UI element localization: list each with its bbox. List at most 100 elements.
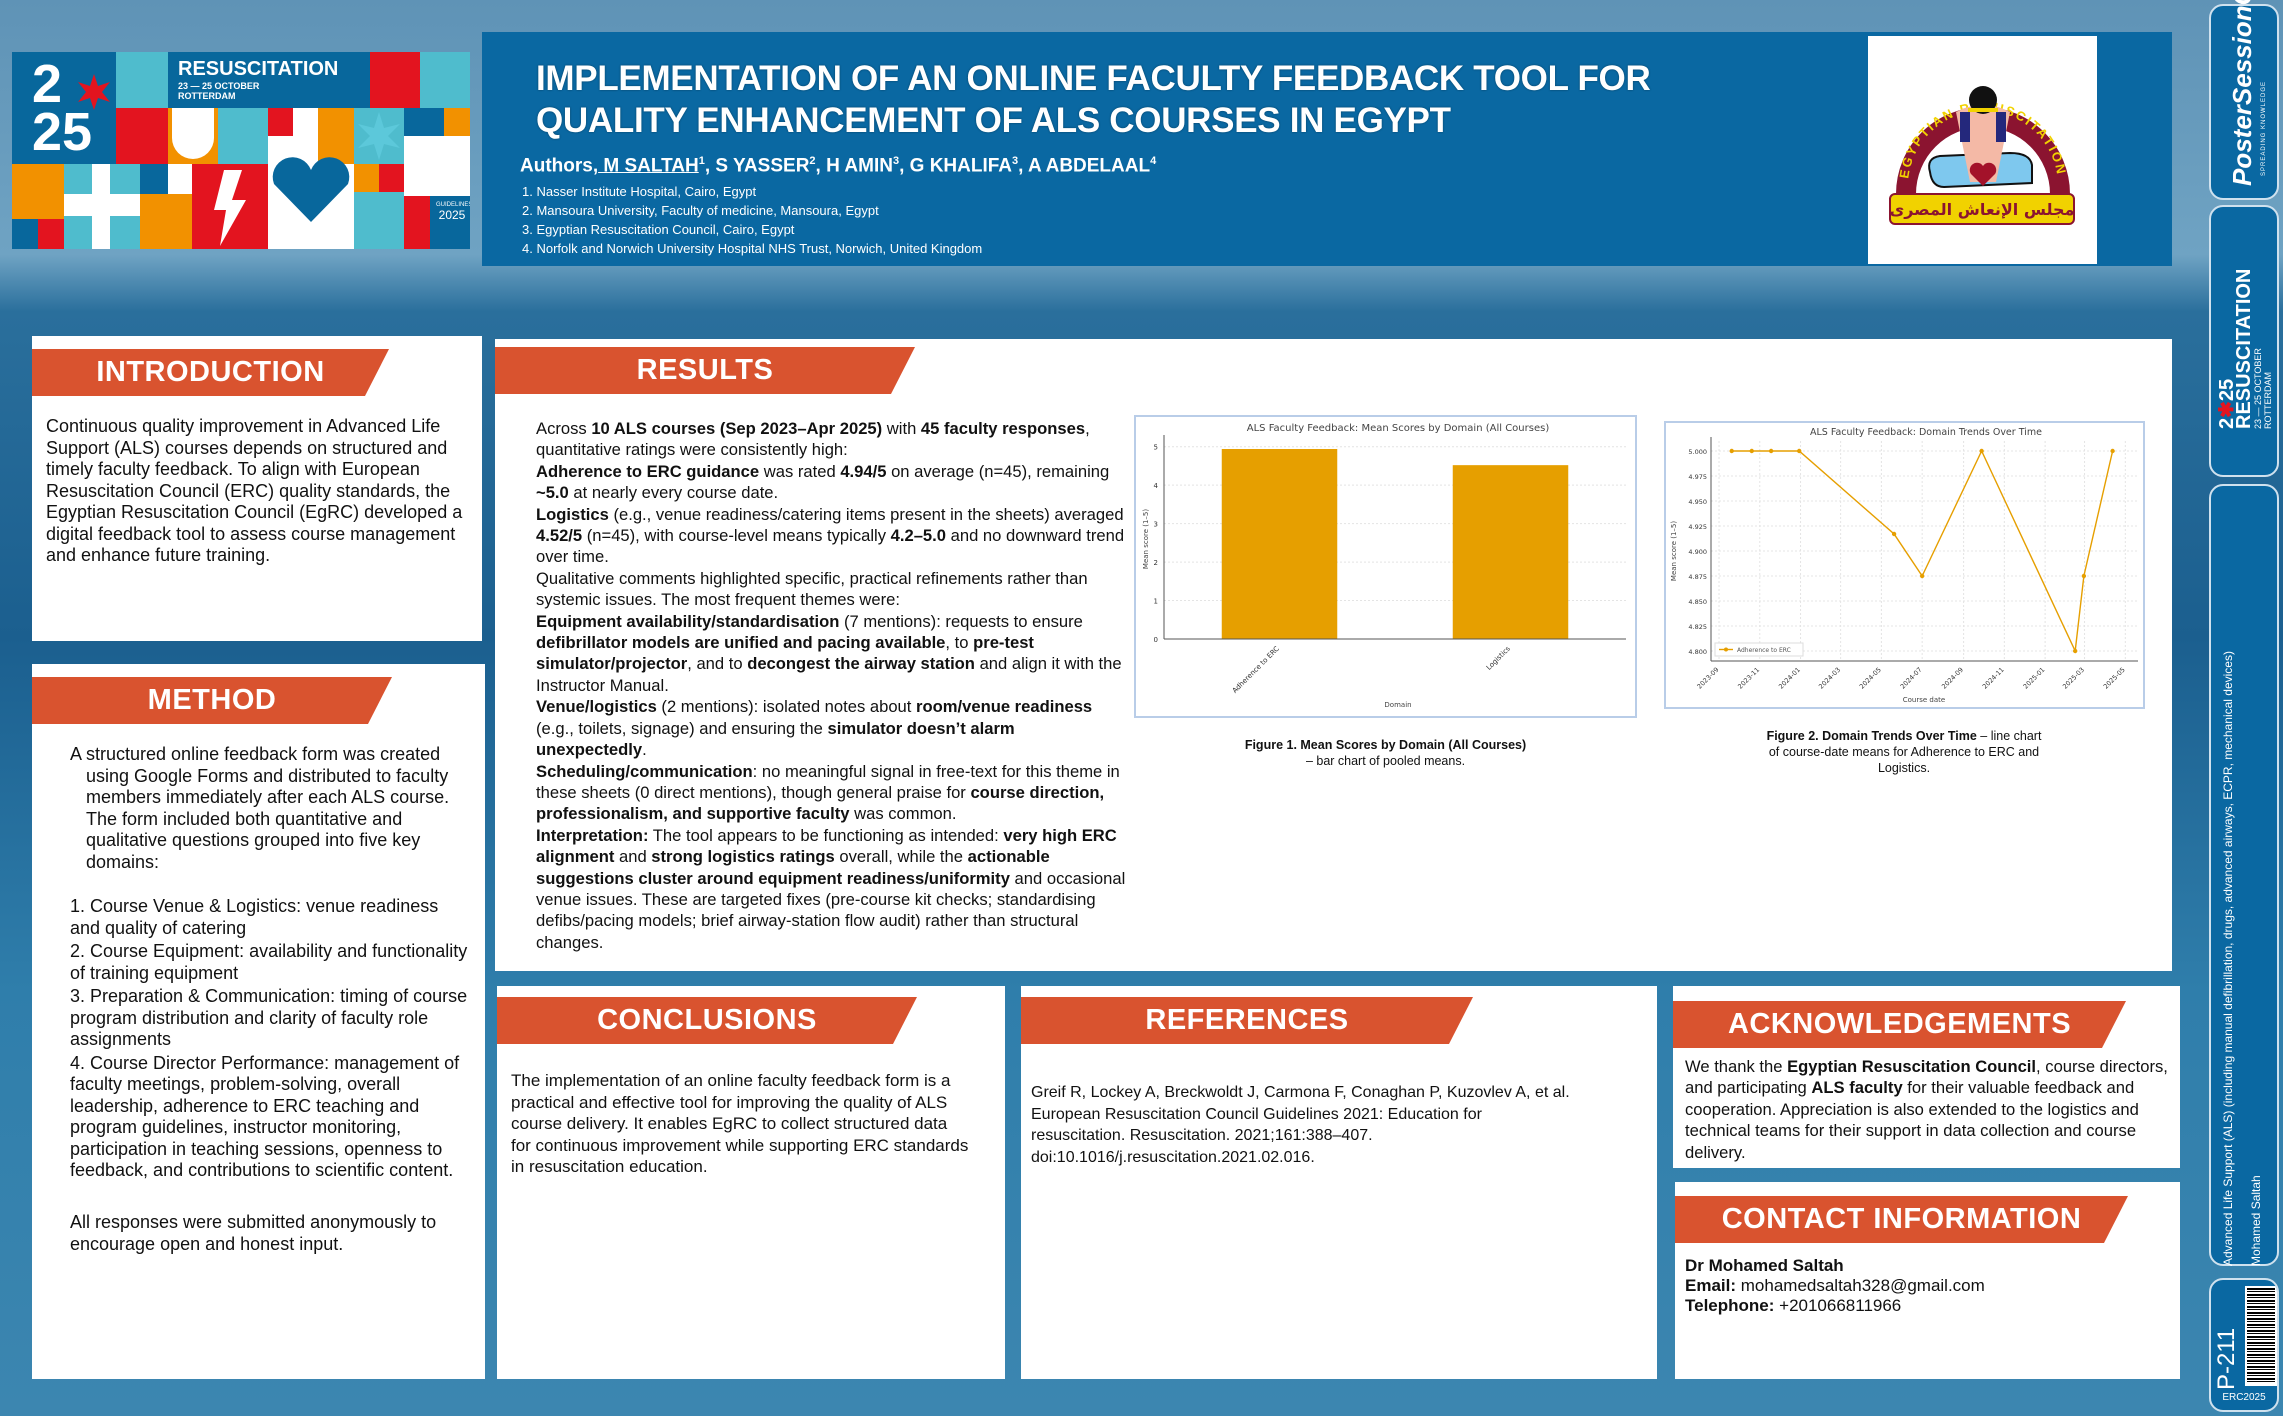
congress-label: ERC2025: [2222, 1392, 2266, 1403]
barcode-icon: [2245, 1286, 2277, 1386]
x-tick-label: 2024-01: [1777, 666, 1802, 691]
bold-text: Interpretation:: [536, 825, 649, 845]
x-tick-label: 2025-05: [2102, 666, 2127, 691]
bold-text: Logistics: [536, 504, 609, 524]
data-point: [1891, 531, 1897, 537]
conclusions-text: The implementation of an online faculty …: [511, 1071, 969, 1176]
bold-text: very high ERC alignment: [536, 825, 1117, 867]
banner-event: RESUSCITATION: [178, 58, 339, 80]
bar: [1452, 465, 1569, 639]
banner-city: ROTTERDAM: [178, 91, 236, 101]
author-name: , G KHALIFA: [899, 155, 1013, 177]
bold-text: 4.94/5: [840, 461, 887, 481]
pso-tagline: SPREADING KNOWLEDGE: [2261, 80, 2267, 176]
x-tick-label: 2023-11: [1736, 666, 1761, 691]
bold-text: actionable suggestions cluster around eq…: [536, 847, 1050, 888]
bold-text: Egyptian Resuscitation Council: [1787, 1057, 2037, 1076]
text-run: , quantitative ratings were consistently…: [536, 419, 1090, 460]
poster-author: Mohamed Saltah: [2249, 1175, 2263, 1266]
contact-name: Dr Mohamed Saltah: [1685, 1256, 1844, 1275]
x-tick-label: 2024-05: [1858, 666, 1883, 691]
conclusions-heading: CONCLUSIONS: [497, 997, 917, 1044]
telephone-label: Telephone:: [1685, 1296, 1775, 1315]
logo-arabic-text: مجلس الإنعاش المصرى: [1890, 200, 2075, 219]
poster-topic: Advanced Life Support (ALS) (including m…: [2221, 651, 2235, 1266]
figure-2-caption: Figure 2. Domain Trends Over Time – line…: [1764, 728, 2044, 776]
y-tick-label: 4: [1154, 482, 1159, 490]
bold-text: pre-test simulator/projector: [536, 633, 1034, 674]
method-domain-item: 2. Course Equipment: availability and fu…: [70, 941, 468, 983]
contact-email-link[interactable]: mohamedsaltah328@gmail.com: [1736, 1276, 1985, 1295]
egyptian-resuscitation-council-logo: EGYPTIAN RESUSCITATION COUNCIL مجلس الإن…: [1862, 24, 2097, 264]
sidebar-event-dates: 23 — 25 OCTOBER: [2253, 348, 2263, 429]
y-tick-label: 5.000: [1688, 448, 1707, 456]
x-tick-label: Adherence to ERC: [1231, 645, 1281, 695]
text-run: on average (n=45), remaining: [886, 461, 1110, 481]
acknowledgements-panel: ACKNOWLEDGEMENTS We thank the Egyptian R…: [1673, 986, 2180, 1168]
y-tick-label: 4.950: [1688, 498, 1707, 506]
text-run: We thank the: [1685, 1057, 1788, 1076]
paragraph: Adherence to ERC guidance was rated 4.94…: [536, 461, 1126, 504]
author-name: , A ABDELAAL: [1018, 155, 1151, 177]
y-tick-label: 4.925: [1688, 523, 1707, 531]
paragraph: Venue/logistics (2 mentions): isolated n…: [536, 696, 1126, 760]
bold-text: Scheduling/communication: [536, 761, 753, 781]
text-run: for their valuable feedback and cooperat…: [1685, 1078, 2139, 1162]
text-run: and align it with the Instructor Manual.: [536, 654, 1122, 695]
x-axis-label: Domain: [1384, 701, 1411, 709]
reference-item: Greif R, Lockey A, Breckwoldt J, Carmona…: [1031, 1084, 1570, 1166]
y-tick-label: 3: [1154, 521, 1158, 529]
contact-panel: CONTACT INFORMATION Dr Mohamed Saltah Em…: [1675, 1182, 2180, 1379]
conclusions-panel: CONCLUSIONS The implementation of an onl…: [497, 986, 1005, 1379]
introduction-panel: INTRODUCTION Continuous quality improvem…: [32, 336, 482, 641]
bold-text: room/venue readiness: [916, 697, 1093, 717]
authors-line: Authors, M SALTAH1, S YASSER2, H AMIN3, …: [520, 155, 1156, 177]
y-tick-label: 4.875: [1688, 573, 1707, 581]
text-run: with: [882, 419, 921, 438]
banner-guidelines: GUIDELINES: [436, 202, 470, 208]
contact-details: Dr Mohamed Saltah Email: mohamedsaltah32…: [1685, 1256, 2165, 1316]
x-tick-label: 2024-09: [1940, 666, 1965, 691]
results-panel: RESULTS Across 10 ALS courses (Sep 2023–…: [495, 339, 2172, 971]
y-tick-label: 4.800: [1688, 648, 1707, 656]
author-name: M SALTAH: [598, 155, 699, 177]
figure-1-caption: Figure 1. Mean Scores by Domain (All Cou…: [1134, 737, 1637, 769]
paragraph: Equipment availability/standardisation (…: [536, 611, 1126, 697]
author-affiliation-number: 3: [1012, 155, 1019, 167]
poster-title: IMPLEMENTATION OF AN ONLINE FACULTY FEED…: [536, 58, 1651, 142]
text-run: The tool appears to be functioning as in…: [648, 825, 1004, 845]
data-point: [2110, 448, 2115, 454]
x-tick-label: 2023-09: [1696, 666, 1721, 691]
x-tick-label: 2025-01: [2022, 666, 2047, 691]
text-run: and occasional venue issues. These are t…: [536, 868, 1126, 952]
method-domain-item: 3. Preparation & Communication: timing o…: [70, 986, 468, 1049]
resuscitation-2025-sidebar-logo: 2✱25 RESUSCITATION 23 — 25 OCTOBER ROTTE…: [2209, 205, 2279, 477]
title-line-1: IMPLEMENTATION OF AN ONLINE FACULTY FEED…: [536, 59, 1651, 98]
bold-text: defibrillator models are unified and pac…: [536, 633, 946, 653]
x-axis-label: Course date: [1903, 696, 1945, 704]
introduction-text: Continuous quality improvement in Advanc…: [46, 416, 463, 565]
poster-id-panel: P-211 ERC2025: [2209, 1278, 2279, 1412]
y-tick-label: 2: [1154, 559, 1158, 567]
data-point: [1979, 448, 1984, 454]
text-run: overall, while the: [834, 847, 968, 867]
figure-2-line-chart: ALS Faculty Feedback: Domain Trends Over…: [1664, 421, 2145, 709]
y-tick-label: 4.975: [1688, 473, 1707, 481]
paragraph: Logistics (e.g., venue readiness/caterin…: [536, 504, 1126, 568]
method-domain-item: 4. Course Director Performance: manageme…: [70, 1052, 460, 1181]
author-name: , S YASSER: [704, 155, 810, 177]
x-tick-label: 2025-03: [2061, 666, 2086, 691]
sidebar-event-city: ROTTERDAM: [2263, 372, 2273, 429]
text-run: , and to: [687, 654, 748, 674]
author-affiliation-number: 4: [1150, 155, 1157, 167]
text-run: (2 mentions): isolated notes about: [656, 697, 917, 717]
text-run: and: [614, 847, 652, 867]
author-affiliation-number: 1: [698, 155, 705, 167]
affiliation-4: 4. Norfolk and Norwich University Hospit…: [522, 241, 983, 256]
banner-guidelines-year: 2025: [438, 208, 466, 222]
text-run: and no downward trend over time.: [536, 526, 1125, 567]
y-axis-label: Mean score (1–5): [1142, 509, 1150, 569]
method-heading: METHOD: [32, 677, 392, 724]
title-line-2: QUALITY ENHANCEMENT OF ALS COURSES IN EG…: [536, 101, 1451, 140]
contact-heading: CONTACT INFORMATION: [1675, 1196, 2128, 1243]
